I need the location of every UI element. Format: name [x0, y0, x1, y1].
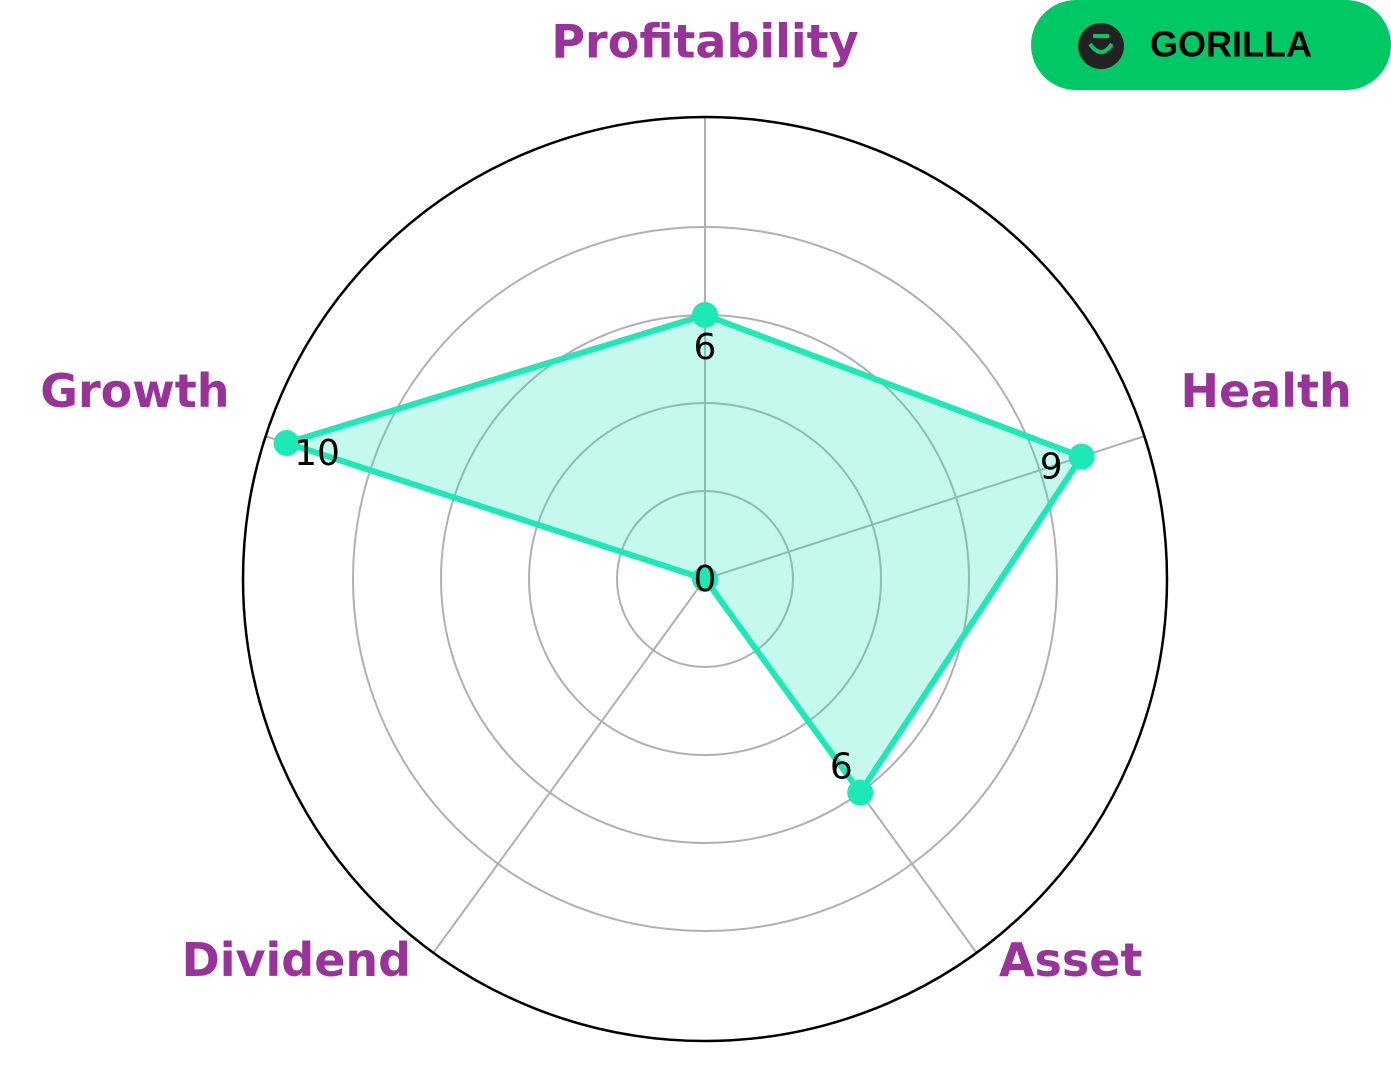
- data-point: [273, 430, 300, 457]
- data-label: 10: [294, 433, 340, 474]
- data-point: [692, 302, 718, 328]
- data-label: 6: [694, 327, 717, 368]
- category-label: Asset: [999, 933, 1143, 987]
- data-point: [692, 566, 718, 592]
- badge-icon: [1078, 23, 1124, 69]
- badge-text: GORILLA: [1150, 24, 1312, 65]
- category-label: Health: [1181, 364, 1352, 418]
- data-label: 6: [830, 747, 853, 788]
- spoke: [432, 578, 706, 954]
- outer-circle: [241, 115, 1169, 1043]
- category-label: Profitability: [551, 15, 858, 69]
- brand-badge: GORILLA: [1031, 0, 1391, 90]
- badge-icon-face: [1088, 34, 1114, 54]
- data-label: 9: [1040, 447, 1063, 488]
- series-area: [283, 312, 1085, 796]
- category-label: Dividend: [182, 933, 412, 987]
- data-point: [847, 779, 874, 806]
- data-point: [1068, 443, 1095, 470]
- data-label: 0: [694, 559, 717, 600]
- badge-background: [1031, 0, 1391, 90]
- category-label: Growth: [40, 364, 229, 418]
